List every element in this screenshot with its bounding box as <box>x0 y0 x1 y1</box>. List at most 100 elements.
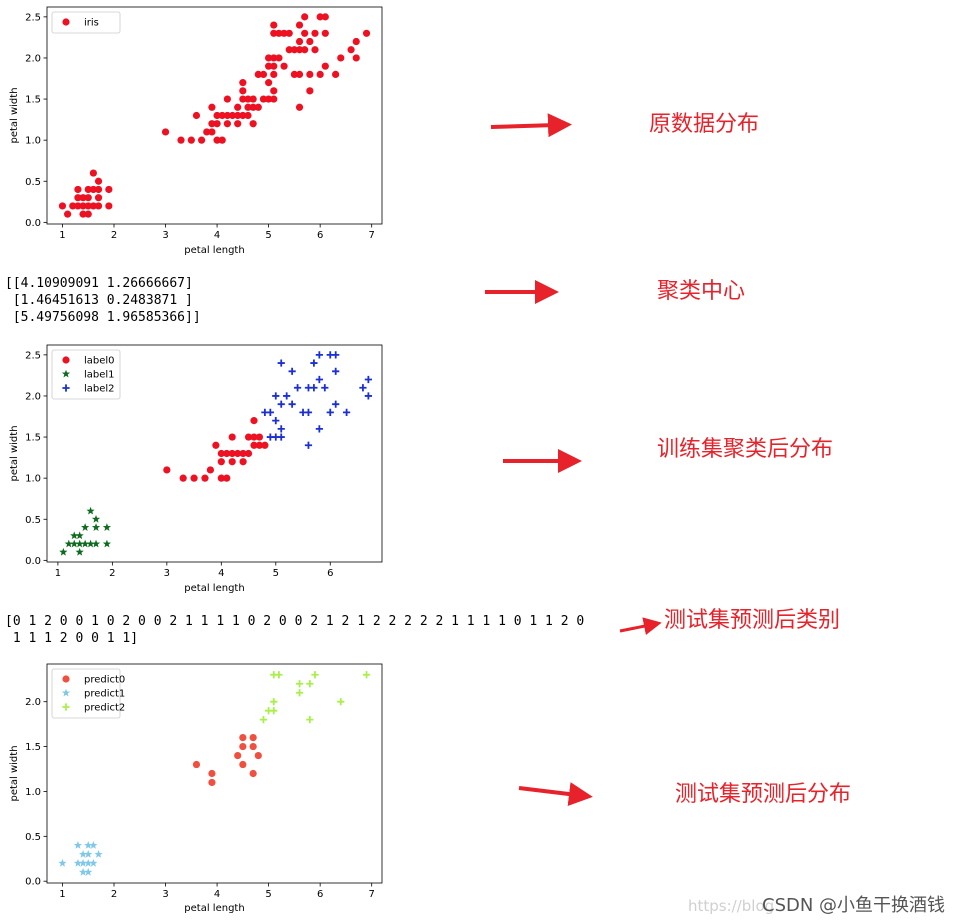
label2-point <box>332 367 340 375</box>
iris-point <box>254 103 262 111</box>
predict1-point <box>89 858 98 867</box>
cluster-centers-output: [[4.10909091 1.26666667] [1.46451613 0.2… <box>5 276 201 325</box>
iris-point <box>79 210 87 218</box>
predict1-point <box>58 858 67 867</box>
predict1-point <box>84 849 93 858</box>
label0-point <box>244 433 253 441</box>
y-tick-label: 1.5 <box>25 95 41 106</box>
predict1-point <box>78 849 88 858</box>
x-tick-label: 4 <box>214 230 220 241</box>
predict2-point <box>306 716 314 724</box>
x-tick-label: 4 <box>214 889 220 900</box>
y-tick-label: 1.0 <box>25 136 41 147</box>
iris-point <box>280 29 288 37</box>
iris-point <box>84 185 92 194</box>
iris-point <box>89 202 97 210</box>
predict0-point <box>239 760 247 769</box>
label1-point <box>102 523 112 531</box>
predict1-point <box>73 858 83 867</box>
annotation-train: 训练集聚类后分布 <box>657 437 833 462</box>
iris-point <box>234 111 242 120</box>
label2-point <box>315 425 323 433</box>
iris-point <box>69 202 77 210</box>
label2-point <box>364 392 372 400</box>
label1-point <box>81 523 90 531</box>
chart-original-distribution: 1 2 3 4 5 6 7 0.0 0.5 1.0 1.5 2.0 2.5 petal length pet… <box>9 6 383 256</box>
y-tick-label: 2.0 <box>25 391 41 402</box>
iris-point <box>79 202 87 210</box>
x-axis-label: petal length <box>184 245 244 256</box>
iris-point <box>94 177 103 185</box>
plot-frame <box>46 663 383 884</box>
iris-point <box>301 13 309 21</box>
predict0-point <box>249 742 257 751</box>
label0-point <box>190 474 198 482</box>
legend-label: label2 <box>84 384 115 395</box>
label0-point <box>250 433 258 441</box>
label1-point <box>70 539 79 548</box>
chart-test-predictions: 1 2 3 4 5 6 7 0.0 0.5 1.0 1.5 2.0 petal length petal … <box>9 663 383 914</box>
y-tick-label: 0.0 <box>25 218 41 229</box>
iris-point <box>223 95 231 103</box>
label2-point <box>332 400 340 408</box>
iris-point <box>74 185 82 194</box>
y-tick-label: 1.5 <box>25 742 41 753</box>
iris-point <box>337 54 345 62</box>
iris-point <box>79 194 87 202</box>
legend-box <box>51 11 121 34</box>
legend-label: label0 <box>84 356 115 367</box>
iris-point <box>198 136 206 144</box>
x-tick-label: 5 <box>265 230 271 241</box>
x-tick-label: 3 <box>162 230 168 241</box>
label2-point <box>315 351 323 359</box>
x-tick-label: 1 <box>59 230 65 241</box>
legend-label: label1 <box>84 370 115 381</box>
iris-point <box>280 62 288 70</box>
label0-point <box>201 474 209 482</box>
iris-point <box>295 37 304 46</box>
iris-point <box>362 29 371 37</box>
y-tick-label: 2.0 <box>25 53 41 64</box>
x-tick-label: 6 <box>317 889 323 900</box>
iris-point <box>290 46 298 54</box>
y-axis-label: petal width <box>9 87 20 143</box>
label2-point <box>277 433 285 441</box>
iris-point <box>259 70 268 79</box>
label0-point <box>250 417 258 425</box>
label0-point <box>244 449 253 458</box>
label1-point <box>91 514 101 523</box>
label2-point <box>288 400 296 408</box>
label0-point <box>234 449 242 458</box>
predict2-point <box>270 707 278 715</box>
label0-point <box>217 458 225 466</box>
y-tick-label: 0.0 <box>25 556 41 567</box>
legend-label: predict2 <box>84 703 125 714</box>
y-tick-label: 2.5 <box>25 12 41 23</box>
predict2-point <box>337 698 345 706</box>
iris-point <box>290 70 298 79</box>
label0-point <box>250 441 258 449</box>
legend-marker <box>61 688 71 697</box>
iris-point <box>270 70 278 79</box>
x-axis-label: petal length <box>184 583 244 594</box>
iris-point <box>94 194 103 202</box>
predict1-point <box>84 841 93 849</box>
label2-point <box>364 375 372 384</box>
label0-point <box>255 441 264 449</box>
predict0-point <box>249 769 257 778</box>
iris-point <box>270 29 278 37</box>
iris-point <box>74 194 82 202</box>
iris-point <box>254 70 262 79</box>
annotation-predict-dist: 测试集预测后分布 <box>675 782 851 807</box>
predict1-point <box>84 867 93 876</box>
predicted-labels-output: [0 1 2 0 0 1 0 2 0 0 2 1 1 1 1 0 2 0 0 2… <box>5 614 584 646</box>
legend-marker <box>62 675 70 683</box>
label0-point <box>163 466 171 474</box>
predict2-point <box>275 671 283 679</box>
x-tick-label: 5 <box>265 889 271 900</box>
label0-point <box>239 449 247 458</box>
y-axis-label: petal width <box>9 745 20 801</box>
iris-point <box>223 111 231 120</box>
legend-label: iris <box>84 18 99 29</box>
iris-point <box>239 95 247 103</box>
